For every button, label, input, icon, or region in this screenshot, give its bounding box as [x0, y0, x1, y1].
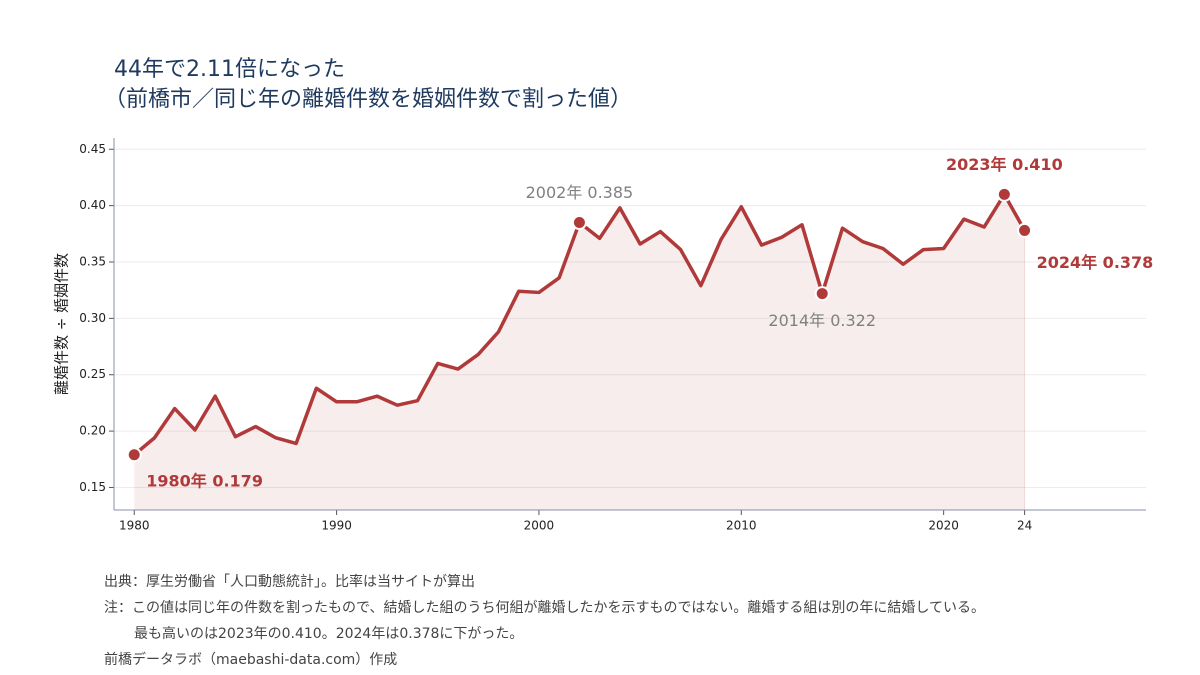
point	[996, 186, 1012, 202]
footnote: 注：この値は同じ年の件数を割ったもので、結婚した組のうち何組が離婚したかを示すも…	[104, 599, 985, 616]
x-tick-label: 1980	[119, 519, 150, 533]
point	[814, 286, 830, 302]
data-label: 2014年 0.322	[768, 311, 876, 330]
area	[134, 194, 1025, 510]
y-tick-label: 0.30	[79, 311, 106, 325]
y-tick-label: 0.45	[79, 142, 106, 156]
footnote: 最も高いのは2023年の0.410。2024年は0.378に下がった。	[134, 625, 523, 642]
point	[571, 215, 587, 231]
x-tick-label: 1990	[321, 519, 352, 533]
y-tick-label: 0.15	[79, 480, 106, 494]
chart-title: （前橋市／同じ年の離婚件数を婚姻件数で割った値）	[104, 87, 632, 112]
point	[126, 447, 142, 463]
x-tick-label: 2020	[928, 519, 959, 533]
data-label: 2023年 0.410	[946, 155, 1063, 174]
point	[1017, 222, 1033, 238]
data-label: 1980年 0.179	[146, 471, 263, 490]
x-tick-label: 24	[1017, 519, 1032, 533]
x-tick-label: 2010	[726, 519, 757, 533]
data-label: 2002年 0.385	[526, 183, 634, 202]
data-label: 2024年 0.378	[1037, 253, 1154, 272]
footnote: 出典：厚生労働省「人口動態統計」。比率は当サイトが算出	[104, 573, 475, 590]
y-tick-label: 0.25	[79, 367, 106, 381]
chart-title: 44年で2.11倍になった	[114, 57, 345, 82]
y-axis-label: 離婚件数 ÷ 婚姻件数	[53, 253, 71, 395]
y-tick-label: 0.35	[79, 255, 106, 269]
footnote: 前橋データラボ（maebashi-data.com）作成	[104, 651, 397, 668]
x-tick-label: 2000	[524, 519, 555, 533]
y-tick-label: 0.40	[79, 198, 106, 212]
y-tick-label: 0.20	[79, 424, 106, 438]
